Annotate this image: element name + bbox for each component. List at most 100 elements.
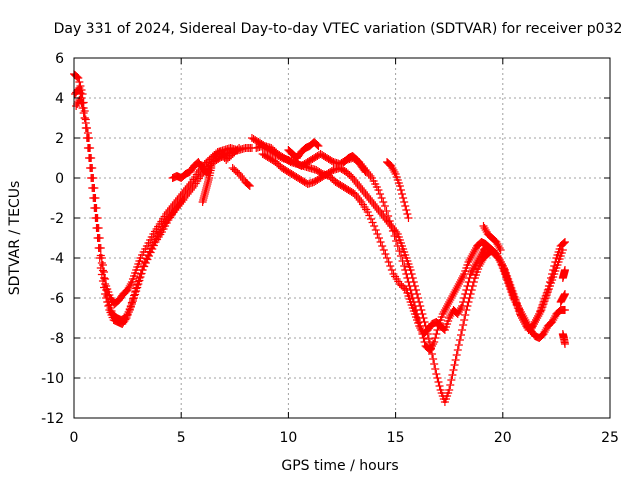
- data-point: [452, 351, 461, 359]
- y-tick-label: 2: [55, 131, 64, 147]
- data-point: [410, 282, 419, 290]
- series-track: [383, 158, 413, 222]
- data-point: [127, 298, 136, 307]
- data-point: [365, 211, 374, 220]
- x-tick-label: 20: [494, 430, 512, 446]
- chart-title: Day 331 of 2024, Sidereal Day-to-day VTE…: [54, 21, 623, 37]
- data-point: [560, 238, 569, 246]
- series-track: [72, 94, 241, 308]
- data-point: [451, 356, 460, 364]
- data-point: [411, 286, 420, 294]
- data-point: [244, 181, 253, 189]
- data-point: [455, 336, 464, 344]
- data-point: [97, 254, 106, 262]
- data-point: [429, 355, 438, 363]
- data-point: [543, 286, 552, 294]
- series-track: [70, 70, 256, 324]
- data-point: [469, 278, 478, 286]
- data-point: [499, 264, 508, 272]
- data-point: [402, 206, 411, 214]
- data-point: [207, 164, 216, 172]
- data-point: [126, 302, 135, 310]
- data-point: [400, 284, 409, 293]
- data-point: [80, 114, 89, 122]
- plot-frame: [73, 57, 611, 419]
- x-tick-label: 5: [177, 430, 186, 446]
- data-point: [548, 270, 557, 278]
- data-point: [550, 262, 559, 270]
- data-point: [462, 306, 471, 314]
- data-point: [383, 254, 392, 262]
- data-point: [448, 371, 457, 379]
- data-point: [376, 190, 385, 198]
- data-point: [100, 268, 109, 276]
- series-track: [284, 138, 323, 162]
- data-point: [456, 331, 465, 339]
- data-point: [432, 370, 441, 378]
- data-point: [380, 202, 389, 210]
- y-axis-ticks: -12 -10 -8 -6 -4 -2 0 2 4 6: [41, 51, 610, 427]
- series-track: [340, 152, 370, 176]
- y-tick-label: -4: [50, 251, 64, 267]
- data-point: [432, 330, 441, 338]
- data-point: [401, 202, 410, 210]
- series-track: [168, 158, 216, 182]
- data-point: [433, 326, 442, 334]
- data-point: [131, 288, 140, 296]
- data-point: [243, 180, 252, 188]
- plot-border: [73, 57, 611, 419]
- data-point: [366, 215, 375, 223]
- series-track: [209, 144, 244, 164]
- data-point: [465, 294, 474, 302]
- data-point: [408, 274, 417, 282]
- data-point: [73, 73, 82, 81]
- data-point: [424, 335, 433, 343]
- data-point: [415, 298, 424, 306]
- data-point: [423, 330, 432, 338]
- data-point: [368, 218, 377, 227]
- data-point: [418, 310, 427, 318]
- data-point: [413, 290, 422, 298]
- y-tick-label: 4: [55, 91, 64, 107]
- data-point: [89, 174, 98, 182]
- data-point: [395, 247, 404, 255]
- data-point: [245, 182, 254, 190]
- data-point: [419, 334, 428, 342]
- y-tick-label: -10: [41, 371, 64, 387]
- data-point: [463, 302, 472, 310]
- data-point: [445, 386, 454, 394]
- data-point: [90, 184, 99, 192]
- data-point: [551, 258, 560, 266]
- x-tick-label: 25: [601, 430, 619, 446]
- data-point: [446, 381, 455, 389]
- data-point: [395, 182, 404, 190]
- data-point: [377, 194, 386, 202]
- data-point: [382, 207, 391, 215]
- x-tick-label: 0: [70, 430, 79, 446]
- series-track: [556, 290, 569, 306]
- data-point: [235, 144, 244, 152]
- data-point: [417, 306, 426, 314]
- data-point: [186, 180, 195, 188]
- data-point: [454, 341, 463, 349]
- data-point: [135, 274, 144, 282]
- data-point: [430, 360, 439, 368]
- data-point: [314, 142, 323, 150]
- data-point: [416, 302, 425, 310]
- data-point: [79, 109, 88, 117]
- data-point: [434, 378, 443, 386]
- data-point: [83, 129, 92, 137]
- data-point: [374, 186, 383, 194]
- data-point: [85, 134, 94, 142]
- data-point: [95, 234, 104, 242]
- data-point: [376, 238, 385, 246]
- data-point: [400, 262, 409, 270]
- data-point: [77, 99, 86, 107]
- data-point: [94, 224, 103, 232]
- data-point: [496, 246, 505, 254]
- data-point: [460, 316, 469, 324]
- data-point: [104, 302, 113, 310]
- data-point: [426, 345, 435, 353]
- data-point: [403, 210, 412, 218]
- data-point: [136, 270, 145, 278]
